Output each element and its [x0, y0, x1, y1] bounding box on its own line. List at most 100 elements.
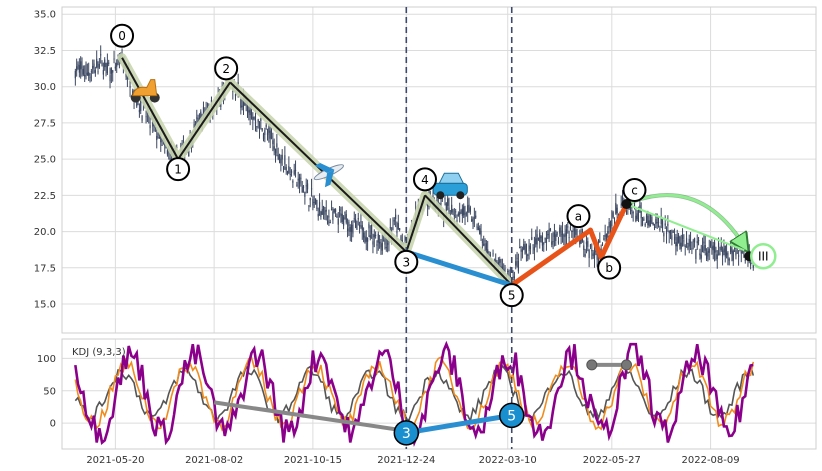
- candle-body: [314, 198, 317, 205]
- car-icon: [432, 172, 468, 200]
- candle-body: [653, 226, 656, 228]
- car-window: [438, 172, 465, 184]
- candle-body: [568, 237, 570, 239]
- candle-body: [296, 184, 298, 186]
- candle-body: [84, 74, 86, 77]
- candle-body: [149, 125, 151, 129]
- wave-label-circle: [214, 56, 239, 81]
- candle-body: [633, 200, 636, 207]
- candle-body: [595, 249, 597, 253]
- wave-label-text: 0: [118, 29, 126, 43]
- candle-body: [648, 220, 650, 226]
- candle-body: [565, 229, 568, 236]
- candle-body: [169, 157, 171, 162]
- candle-body: [289, 173, 291, 175]
- candle-body: [555, 234, 557, 241]
- wave-label-0: 0: [110, 23, 135, 48]
- candle-body: [377, 233, 379, 243]
- candle-body: [328, 215, 330, 218]
- wave-label-4: 4: [412, 167, 437, 192]
- candle-body: [612, 212, 614, 218]
- candle-body: [262, 133, 265, 140]
- wave-label-text: b: [605, 261, 613, 275]
- candle-body: [256, 126, 258, 128]
- candle-body: [165, 146, 167, 149]
- candle-body: [336, 216, 338, 218]
- candle-body: [280, 158, 282, 164]
- x-tick-label: 2022-03-10: [479, 455, 537, 466]
- correction-wave-segment: [598, 201, 629, 261]
- candle-body: [74, 70, 76, 79]
- wave-label-text: 2: [222, 62, 230, 76]
- candle-body: [337, 218, 339, 225]
- candle-body: [375, 234, 377, 236]
- candle-body: [513, 276, 515, 278]
- candle-body: [108, 62, 110, 64]
- candle-body: [156, 135, 158, 141]
- candle-body: [689, 241, 692, 243]
- candle-body: [744, 259, 746, 261]
- candle-body: [603, 238, 605, 240]
- candle-body: [117, 58, 119, 64]
- candle-body: [569, 226, 572, 231]
- candle-body: [717, 243, 720, 248]
- wave-label-circle: [166, 157, 191, 182]
- candle-body: [701, 246, 704, 253]
- candle-body: [340, 213, 342, 216]
- candle-body: [85, 64, 87, 74]
- candle-body: [723, 248, 725, 253]
- candle-body: [334, 209, 337, 212]
- candle-body: [88, 72, 90, 76]
- wave-label-III: III: [750, 242, 777, 270]
- candle-body: [114, 66, 116, 69]
- candle-body: [668, 231, 670, 234]
- candle-body: [711, 246, 713, 249]
- candle-body: [126, 76, 128, 80]
- candle-body: [651, 216, 653, 224]
- y-tick-label: 35.0: [34, 10, 56, 21]
- candle-body: [384, 239, 386, 245]
- candle-body: [166, 150, 169, 155]
- candle-body: [200, 111, 202, 121]
- candle-body: [346, 228, 349, 232]
- kdj-blue-divergence-line: [405, 412, 513, 436]
- candle-body: [452, 210, 454, 215]
- candle-body: [727, 252, 729, 259]
- candle-body: [81, 66, 83, 68]
- candle-body: [556, 231, 558, 236]
- kdj-y-tick-label: 50: [43, 386, 56, 397]
- candle-body: [324, 210, 326, 215]
- candle-body: [536, 234, 538, 245]
- x-tick-label: 2021-08-02: [185, 455, 243, 466]
- candle-body: [281, 154, 283, 160]
- candle-body: [661, 220, 664, 229]
- kdj-panel-frame: [61, 338, 817, 450]
- candle-body: [242, 97, 245, 106]
- candle-body: [110, 68, 112, 74]
- candle-body: [358, 224, 361, 227]
- candle-body: [545, 237, 548, 244]
- wave-label-circle: [499, 283, 524, 308]
- candle-body: [357, 218, 359, 220]
- candle-body: [683, 240, 685, 242]
- candle-body: [284, 155, 286, 165]
- candle-body: [700, 254, 702, 259]
- candle-body: [547, 234, 549, 236]
- candle-body: [106, 62, 108, 74]
- candle-body: [733, 247, 736, 249]
- candle-body: [735, 250, 737, 256]
- candle-body: [395, 214, 397, 220]
- candle-body: [145, 116, 147, 118]
- wave-label-1: 1: [166, 157, 191, 182]
- wave-label-3: 3: [394, 249, 419, 274]
- candle-body: [266, 132, 269, 136]
- candle-body: [544, 238, 546, 240]
- candle-body: [515, 261, 517, 266]
- candle-body: [643, 218, 645, 221]
- candle-body: [304, 191, 306, 197]
- candle-body: [688, 238, 690, 247]
- candle-body: [487, 249, 489, 254]
- candle-body: [725, 252, 728, 256]
- candle-body: [257, 119, 259, 123]
- candle-body: [321, 209, 323, 215]
